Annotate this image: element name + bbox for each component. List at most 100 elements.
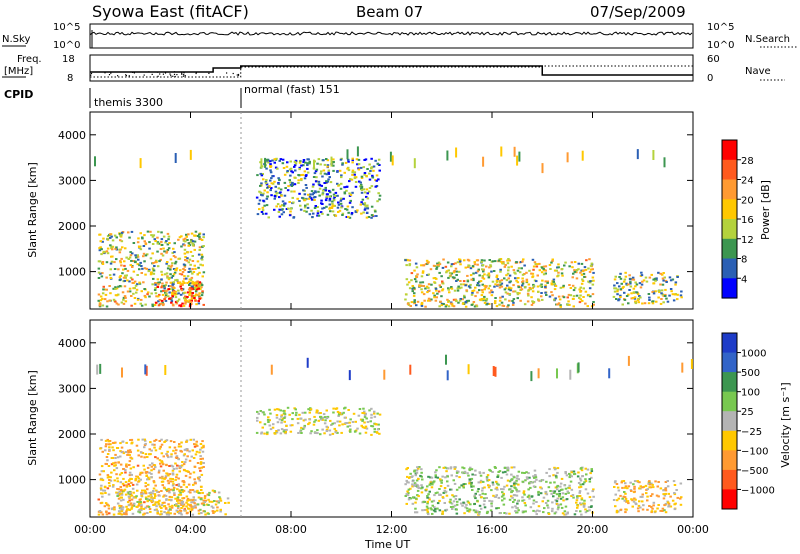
echo-cell <box>451 276 455 279</box>
echo-cell <box>334 431 338 434</box>
echo-cell <box>405 293 408 296</box>
ytick-label: 2000 <box>58 220 86 233</box>
echo-cell <box>182 238 185 241</box>
echo-cell <box>437 290 441 293</box>
echo-cell <box>153 497 156 499</box>
echo-cell <box>363 172 367 174</box>
echo-cell <box>354 210 358 213</box>
echo-cell <box>424 287 427 290</box>
echo-cell <box>434 476 438 479</box>
echo-cell <box>652 501 656 504</box>
echo-cell <box>455 488 459 491</box>
echo-cell <box>184 237 187 240</box>
echo-cell <box>154 495 157 497</box>
echo-cell <box>184 256 187 258</box>
echo-cell <box>119 512 122 515</box>
echo-cell <box>412 496 415 499</box>
echo-cell <box>319 211 323 214</box>
echo-cell <box>189 250 193 253</box>
echo-cell <box>146 478 149 481</box>
echo-cell <box>122 484 126 487</box>
echo-cell <box>524 510 527 513</box>
echo-cell <box>168 446 172 449</box>
echo-cell <box>563 510 567 513</box>
echo-cell <box>107 482 111 484</box>
echo-cell <box>107 507 111 510</box>
echo-cell <box>663 276 666 279</box>
echo-cell <box>103 298 107 301</box>
echo-cell <box>305 210 308 213</box>
echo-cell <box>152 504 155 506</box>
echo-cell <box>105 456 109 458</box>
echo-cell <box>99 492 103 495</box>
echo-cell <box>190 501 193 504</box>
echo-cell <box>293 164 297 167</box>
echo-cell <box>128 460 132 463</box>
echo-cell <box>517 483 520 486</box>
echo-cell <box>413 470 416 473</box>
echo-cell <box>580 469 584 472</box>
echo-cell <box>116 480 119 483</box>
echo-cell <box>363 421 366 424</box>
echo-cell <box>173 446 177 449</box>
echo-cell <box>341 163 344 166</box>
echo-cell <box>275 205 278 208</box>
echo-cell <box>433 296 436 299</box>
echo-cell <box>516 269 520 272</box>
echo-cell <box>339 199 343 202</box>
echo-cell <box>510 473 513 476</box>
echo-cell <box>506 469 509 472</box>
echo-cell <box>320 199 323 202</box>
echo-cell <box>125 505 128 508</box>
echo-cell <box>270 182 273 185</box>
echo-cell <box>186 449 189 452</box>
echo-cell <box>624 497 628 500</box>
echo-cell <box>202 446 205 449</box>
echo-cell <box>655 300 658 303</box>
echo-cell <box>473 305 477 308</box>
echo-cell <box>155 505 158 508</box>
echo-cell <box>129 264 132 267</box>
echo-cell <box>291 181 294 184</box>
echo-cell <box>537 298 540 301</box>
echo-cell <box>427 273 430 276</box>
echo-cell <box>116 447 119 449</box>
echo-cell <box>119 507 122 510</box>
echo-cell <box>658 291 661 293</box>
echo-cell <box>646 495 649 498</box>
echo-cell <box>417 487 420 489</box>
echo-cell <box>117 497 121 500</box>
echo-cell <box>200 466 204 469</box>
colorbar-tick-label: −25 <box>741 427 762 438</box>
echo-cell <box>455 470 459 473</box>
echo-cell <box>310 190 314 193</box>
echo-cell <box>166 454 169 457</box>
echo-streak <box>356 146 359 157</box>
echo-cell <box>416 300 420 303</box>
echo-cell <box>177 493 181 496</box>
echo-cell <box>158 447 162 450</box>
echo-cell <box>559 305 562 308</box>
echo-cell <box>432 264 436 267</box>
echo-cell <box>524 504 527 507</box>
echo-cell <box>163 441 166 443</box>
echo-cell <box>160 273 164 276</box>
echo-cell <box>549 490 552 492</box>
echo-cell <box>117 488 120 491</box>
echo-cell <box>199 238 202 241</box>
colorbar-tick-label: −100 <box>741 446 768 457</box>
echo-cell <box>556 508 560 511</box>
echo-cell <box>483 295 486 298</box>
echo-cell <box>280 428 284 431</box>
echo-cell <box>191 244 195 247</box>
echo-cell <box>118 490 121 493</box>
echo-cell <box>535 280 538 283</box>
freq-point <box>208 72 210 74</box>
echo-cell <box>154 456 157 459</box>
echo-cell <box>428 498 431 501</box>
echo-cell <box>378 169 381 172</box>
echo-cell <box>195 288 199 291</box>
freq-point <box>172 75 174 77</box>
echo-cell <box>511 496 514 499</box>
echo-cell <box>484 493 487 496</box>
